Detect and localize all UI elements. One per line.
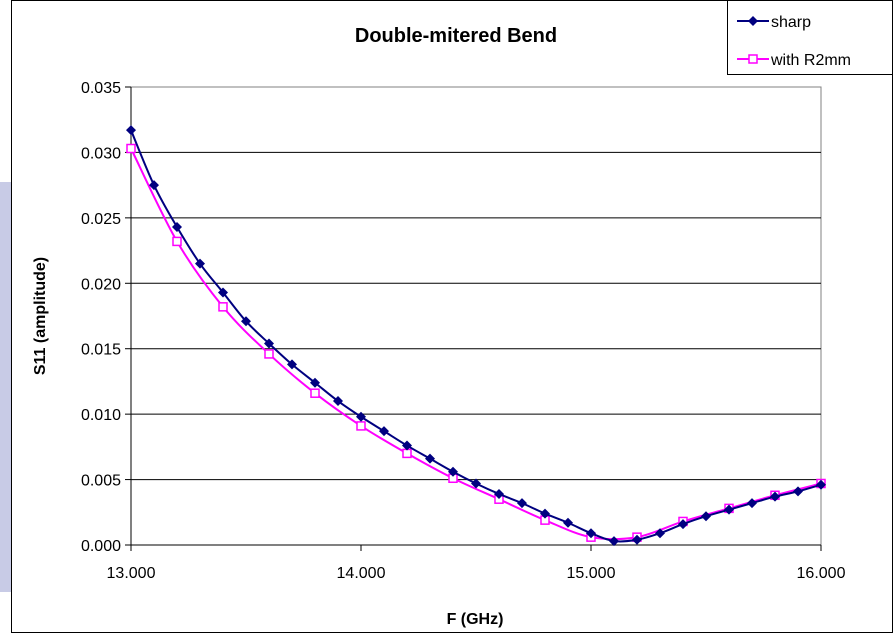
data-point-r2mm [402,448,412,459]
data-point-r2mm [356,421,366,431]
data-point-sharp [770,491,780,502]
data-point-r2mm [310,388,320,398]
data-point-sharp [356,411,366,422]
data-point-sharp [402,440,412,451]
data-point-sharp [241,316,251,327]
data-point-sharp [172,222,182,233]
data-point-sharp [793,486,803,497]
data-point-sharp [149,180,159,191]
data-point-r2mm [172,236,182,247]
data-point-sharp [517,498,527,509]
plot-background [130,86,822,546]
data-point-sharp [655,528,665,539]
data-point-sharp [540,508,550,519]
data-point-sharp [287,359,297,370]
chart-area: 0.000 0.005 0.010 0.015 0.020 0.025 0.030 0.035… [11,0,893,633]
y-tick-label: 0.010 [81,407,121,424]
y-tick-label: 0.025 [81,211,121,228]
data-point-sharp [563,517,573,528]
data-point-sharp [448,466,458,477]
legend-marker-sharp [748,16,758,26]
data-point-sharp [425,453,435,464]
data-point-sharp [310,377,320,388]
data-point-sharp [816,479,826,490]
data-point-sharp [126,125,136,136]
data-point-sharp [333,396,343,407]
legend-label-r2mm: with R2mm [770,52,851,69]
data-point-sharp [379,426,389,437]
data-point-r2mm [264,349,274,359]
data-point-sharp [264,338,274,349]
y-tick-label: 0.005 [81,473,121,490]
data-point-sharp [632,534,642,545]
data-point-sharp [701,511,711,522]
data-point-sharp [586,528,596,539]
x-tick-label: 15.000 [567,565,616,582]
y-axis-label: S11 (amplitude) [32,257,49,375]
x-tick-label: 16.000 [797,565,846,582]
data-point-sharp [747,498,757,509]
x-tick-label: 14.000 [337,565,386,582]
chart-title: Double-mitered Bend [355,25,557,47]
legend-label-sharp: sharp [771,14,811,31]
legend-marker-r2mm [748,54,758,64]
side-panel-strip [0,182,12,592]
y-tick-label: 0.015 [81,342,121,359]
data-point-sharp [218,287,228,298]
y-tick-label: 0.000 [81,538,121,555]
data-point-r2mm [126,143,136,154]
x-tick-label: 13.000 [107,565,156,582]
y-tick-label: 0.035 [81,80,121,97]
line-chart: 0.000 0.005 0.010 0.015 0.020 0.025 0.030 0.035… [11,0,893,633]
data-point-sharp [471,478,481,489]
data-point-sharp [609,536,619,547]
data-point-sharp [494,488,504,499]
x-axis-label: F (GHz) [447,611,504,628]
y-tick-label: 0.020 [81,276,121,293]
y-tick-label: 0.030 [81,145,121,162]
data-point-sharp [678,519,688,530]
data-point-sharp [724,504,734,515]
data-point-sharp [195,258,205,269]
plot-area: 0.000 0.005 0.010 0.015 0.020 0.025 0.030 0.035… [81,80,846,582]
data-point-r2mm [218,302,228,312]
legend: sharp with R2mm [727,0,893,75]
